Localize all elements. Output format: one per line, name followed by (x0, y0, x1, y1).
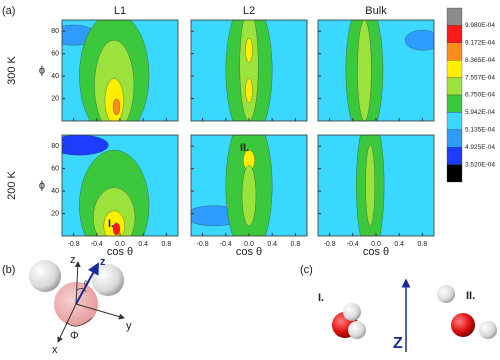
panel-label: (a) (2, 5, 15, 17)
contour-plot (62, 135, 178, 236)
colorbar-label: 4.925E-04 (465, 144, 495, 151)
contour-region (404, 29, 434, 51)
y-tick-label: 20 (51, 95, 59, 102)
annotation: II. (240, 142, 249, 154)
y-tick-label: 40 (51, 188, 59, 195)
x-tick-label: 0.0 (115, 241, 125, 248)
colorbar-label: 3.520E-04 (465, 161, 495, 168)
x-axis-label: cos θ (107, 246, 133, 258)
colorbar-swatch (446, 94, 463, 113)
x-tick-label: 0.4 (267, 241, 277, 248)
label: II. (466, 290, 475, 302)
colorbar-label: 5.135E-04 (465, 127, 495, 134)
angle-label: θ (84, 281, 88, 288)
x-tick-label: 0.0 (244, 241, 254, 248)
colorbar-swatch (446, 164, 463, 183)
axis-label: z (100, 256, 106, 268)
x-tick-label: -0.8 (197, 241, 209, 248)
y-tick-label: 40 (51, 73, 59, 80)
y-tick-label: 20 (51, 210, 59, 217)
panel-label: (b) (2, 264, 15, 276)
y-axis-label: ϕ (39, 179, 45, 191)
colorbar-label: 9.980E-04 (465, 22, 495, 29)
x-tick-label: 0.8 (291, 241, 301, 248)
contour-plot (191, 135, 307, 236)
column-title: L2 (243, 5, 255, 17)
row-label: 300 K (6, 55, 18, 84)
annotation: I. (108, 218, 114, 230)
molecule-i (332, 303, 366, 339)
contour-region (245, 78, 253, 103)
molecule-diagram (29, 260, 125, 343)
colorbar-swatch (446, 77, 463, 96)
contour-plot (318, 20, 434, 121)
contour-region (239, 20, 259, 121)
colorbar-swatch (446, 112, 463, 130)
y-axis-label: ϕ (39, 64, 45, 76)
contour-region (62, 135, 109, 156)
x-tick-label: 0.8 (418, 241, 428, 248)
angle-label: Φ (70, 330, 79, 342)
colorbar-label: 9.172E-04 (465, 40, 495, 47)
label: I. (318, 292, 324, 304)
x-axis-label: cos θ (236, 246, 262, 258)
contour-plot (318, 135, 434, 236)
contour-region (241, 165, 257, 227)
x-tick-label: -0.8 (324, 241, 336, 248)
colorbar-label: 8.365E-04 (465, 57, 495, 64)
axis-label: Z (393, 335, 403, 352)
colorbar-swatch (446, 42, 463, 61)
x-tick-label: -0.4 (91, 241, 103, 248)
colorbar-swatch (446, 7, 463, 26)
panel-label: (c) (300, 264, 313, 276)
colorbar-label: 6.750E-04 (465, 92, 495, 99)
x-tick-label: -0.4 (220, 241, 232, 248)
colorbar-label: 5.942E-04 (465, 109, 495, 116)
x-tick-label: 0.4 (138, 241, 148, 248)
axis-label: z (70, 254, 76, 266)
x-tick-label: -0.8 (68, 241, 80, 248)
x-tick-label: 0.0 (371, 241, 381, 248)
axis-label: y (126, 320, 132, 332)
y-tick-label: 80 (51, 28, 59, 35)
y-tick-label: 60 (51, 166, 59, 173)
column-title: L1 (114, 5, 126, 17)
colorbar-swatch (446, 147, 463, 165)
axis-label: x (52, 344, 58, 356)
colorbar-label: 7.557E-04 (465, 74, 495, 81)
y-tick-label: 80 (51, 143, 59, 150)
molecule-ii (437, 285, 497, 339)
row-label: 200 K (6, 170, 18, 199)
contour-plot (191, 20, 307, 121)
colorbar-swatch (446, 60, 463, 78)
colorbar-swatch (446, 25, 463, 43)
column-title: Bulk (365, 5, 387, 17)
x-tick-label: 0.4 (394, 241, 404, 248)
contour-region (357, 20, 372, 121)
colorbar-swatch (446, 129, 463, 148)
contour-region (112, 222, 121, 236)
contour-region (245, 38, 253, 63)
x-tick-label: 0.8 (162, 241, 172, 248)
contour-region (365, 144, 375, 227)
contour-plot (62, 20, 178, 121)
contour-region (112, 98, 121, 116)
x-tick-label: -0.4 (347, 241, 359, 248)
y-tick-label: 60 (51, 51, 59, 58)
x-axis-label: cos θ (363, 246, 389, 258)
